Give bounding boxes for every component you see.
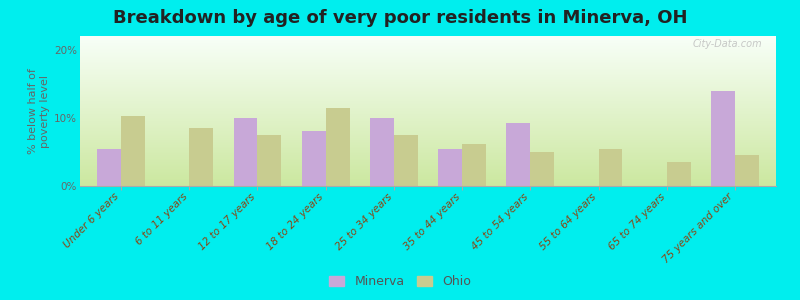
- Bar: [97, 148, 121, 186]
- Bar: [121, 116, 145, 186]
- Bar: [530, 152, 554, 186]
- Y-axis label: % below half of
poverty level: % below half of poverty level: [29, 68, 50, 154]
- Bar: [326, 108, 350, 186]
- Bar: [258, 135, 282, 186]
- Bar: [302, 131, 326, 186]
- Bar: [711, 91, 735, 186]
- Bar: [438, 148, 462, 186]
- Bar: [667, 162, 690, 186]
- Bar: [506, 123, 530, 186]
- Bar: [234, 118, 258, 186]
- Bar: [462, 144, 486, 186]
- Bar: [370, 118, 394, 186]
- Bar: [394, 135, 418, 186]
- Legend: Minerva, Ohio: Minerva, Ohio: [326, 273, 474, 291]
- Bar: [189, 128, 213, 186]
- Text: Breakdown by age of very poor residents in Minerva, OH: Breakdown by age of very poor residents …: [113, 9, 687, 27]
- Text: City-Data.com: City-Data.com: [693, 39, 762, 49]
- Bar: [598, 148, 622, 186]
- Bar: [735, 155, 759, 186]
